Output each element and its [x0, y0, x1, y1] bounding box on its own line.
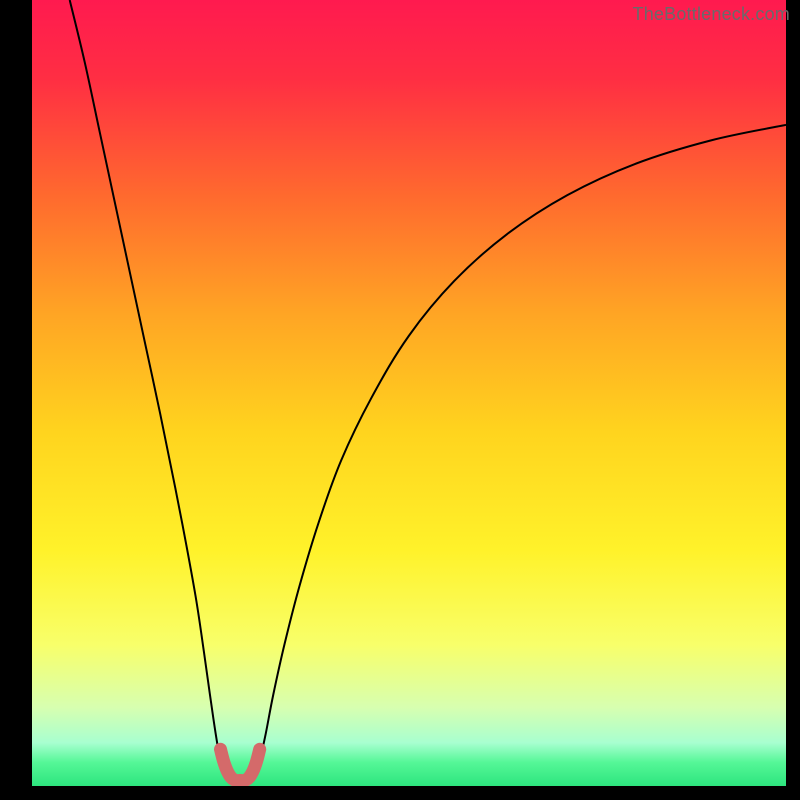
axis-border-left — [0, 0, 32, 800]
watermark-text: TheBottleneck.com — [633, 4, 790, 25]
curve-left — [70, 0, 224, 773]
chart-curves — [32, 0, 786, 786]
axis-border-right — [786, 0, 800, 800]
notch-highlight — [221, 749, 260, 780]
axis-border-bottom — [0, 786, 800, 800]
curve-right — [257, 125, 786, 774]
chart-container: TheBottleneck.com — [0, 0, 800, 800]
